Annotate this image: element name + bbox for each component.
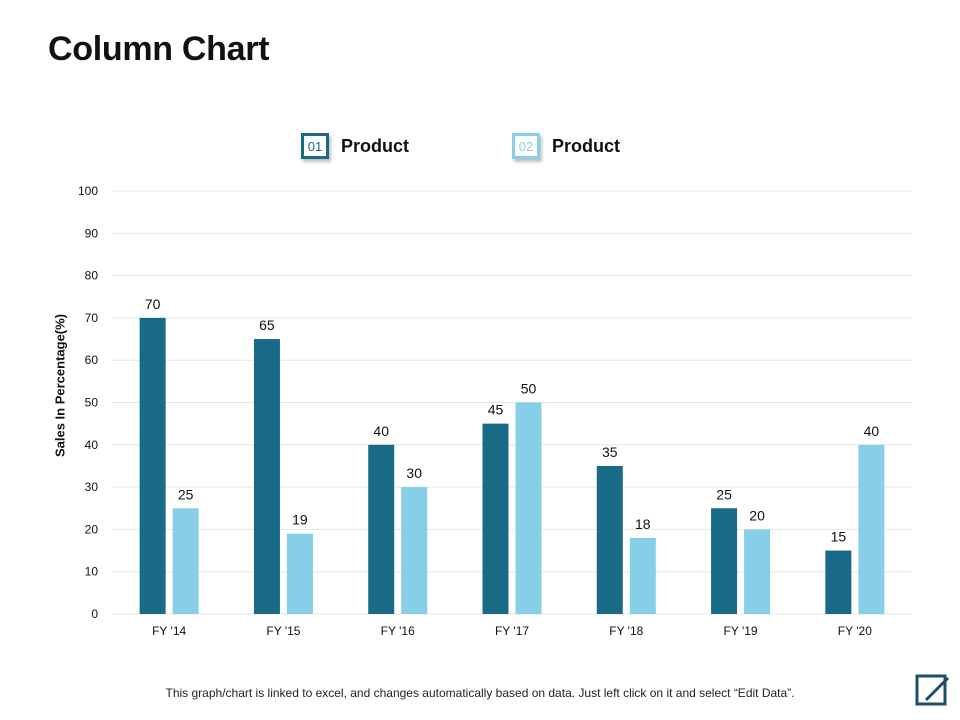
- y-tick-label: 100: [78, 184, 98, 198]
- bar-series-1: [368, 444, 395, 614]
- data-label: 40: [864, 423, 880, 439]
- y-tick-label: 30: [85, 480, 99, 494]
- x-tick-label: FY '14: [152, 624, 186, 638]
- y-axis-label: Sales In Percentage(%): [52, 313, 68, 458]
- footnote: This graph/chart is linked to excel, and…: [165, 686, 795, 700]
- data-label: 20: [749, 507, 765, 523]
- bar-series-2: [172, 508, 199, 614]
- data-label: 30: [406, 465, 422, 481]
- data-label: 40: [373, 423, 389, 439]
- y-tick-label: 20: [85, 522, 99, 536]
- bar-series-1: [711, 508, 738, 614]
- x-tick-label: FY '16: [381, 624, 415, 638]
- data-label: 45: [488, 402, 504, 418]
- x-tick-label: FY '19: [724, 624, 758, 638]
- legend-label-01: Product: [341, 135, 410, 156]
- data-label: 70: [145, 296, 161, 312]
- y-tick-label: 10: [85, 565, 99, 579]
- data-label: 25: [716, 486, 732, 502]
- legend-item-product-02[interactable]: 02 Product: [512, 128, 620, 164]
- x-tick-label: FY '15: [266, 624, 300, 638]
- chart-legend: 01 Product 02 Product: [0, 128, 960, 164]
- data-label: 19: [292, 512, 308, 528]
- bar-series-2: [858, 444, 885, 614]
- legend-item-product-01[interactable]: 01 Product: [301, 128, 409, 164]
- bar-series-1: [482, 423, 509, 614]
- data-label: 18: [635, 516, 651, 532]
- x-tick-label: FY '20: [838, 624, 872, 638]
- bar-series-2: [629, 537, 656, 614]
- y-tick-label: 60: [85, 353, 99, 367]
- bar-series-2: [401, 487, 428, 614]
- bar-series-1: [825, 550, 852, 614]
- y-tick-label: 50: [85, 396, 99, 410]
- legend-label-02: Product: [552, 135, 621, 156]
- edit-data-icon[interactable]: [914, 672, 950, 710]
- data-label: 25: [178, 486, 194, 502]
- column-chart: 0 10 20 30 40 50 60 70 80 90 100 FY '14 70 25 FY '15 65…: [78, 184, 912, 638]
- bar-series-1: [139, 317, 166, 614]
- bar-series-2: [286, 533, 313, 614]
- bar-series-2: [744, 529, 771, 614]
- page-title: Column Chart: [48, 30, 270, 68]
- bar-series-1: [253, 339, 280, 614]
- y-tick-label: 0: [91, 607, 98, 621]
- bar-series-2: [515, 402, 542, 614]
- legend-badge-01: 01: [301, 133, 329, 159]
- y-tick-label: 40: [85, 438, 99, 452]
- y-tick-label: 90: [85, 226, 99, 240]
- data-label: 15: [831, 529, 847, 545]
- data-label: 35: [602, 444, 618, 460]
- legend-badge-02: 02: [512, 133, 540, 159]
- data-label: 50: [521, 381, 537, 397]
- x-tick-label: FY '18: [609, 624, 643, 638]
- x-tick-label: FY '17: [495, 624, 529, 638]
- y-tick-label: 70: [85, 311, 99, 325]
- data-label: 65: [259, 317, 275, 333]
- bar-series-1: [596, 465, 623, 614]
- y-tick-label: 80: [85, 269, 99, 283]
